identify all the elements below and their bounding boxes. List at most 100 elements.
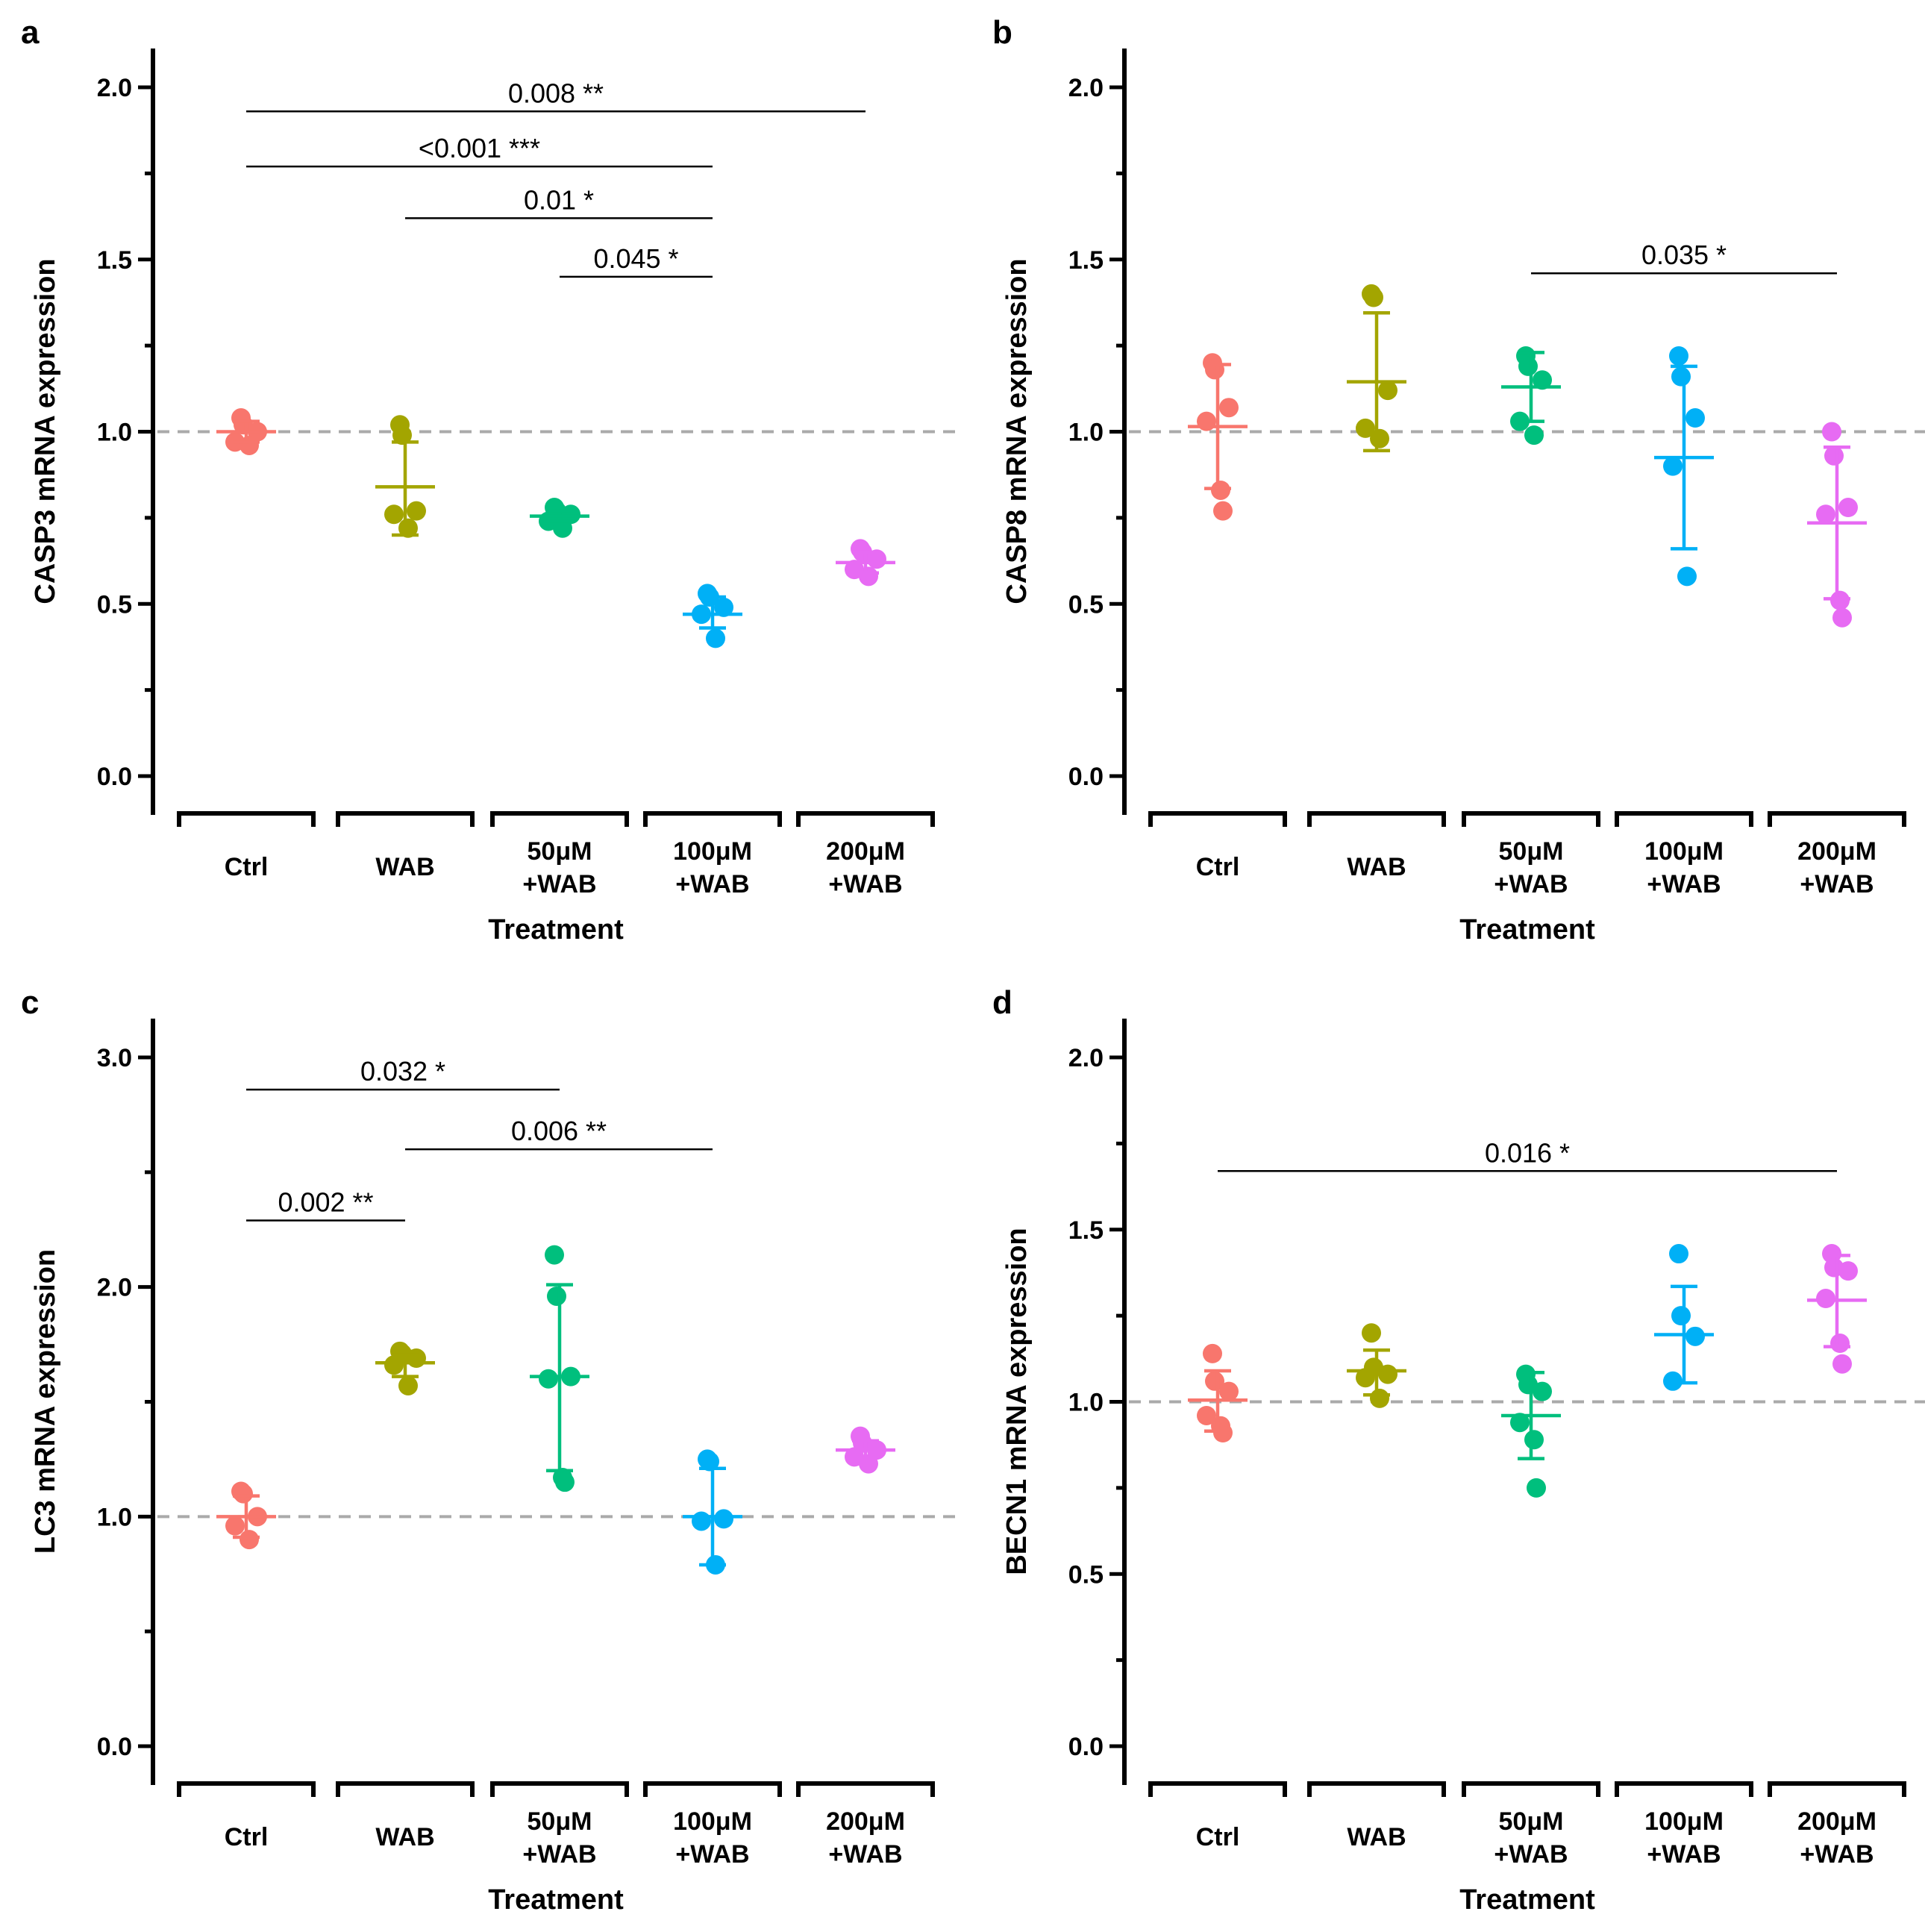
y-tick-label: 0.0 xyxy=(97,1733,132,1761)
x-category-3: 100μM +WAB xyxy=(643,1781,782,1869)
x-category-1: WAB xyxy=(336,1781,475,1851)
data-point xyxy=(1378,1364,1397,1384)
data-point xyxy=(714,597,733,617)
x-tick-label: Ctrl xyxy=(1196,1823,1240,1851)
data-point xyxy=(1364,287,1383,307)
y-tick-label: 1.0 xyxy=(97,419,132,447)
panel-letter: b xyxy=(992,14,1012,51)
x-tick-label: WAB xyxy=(1347,853,1406,881)
x-category-bracket xyxy=(1462,1781,1600,1797)
x-category-0: Ctrl xyxy=(177,811,316,881)
data-point xyxy=(1671,366,1691,387)
data-point xyxy=(384,1355,404,1375)
significance-0: 0.008 ** xyxy=(246,78,866,113)
x-category-bracket xyxy=(1615,1781,1753,1797)
series-3 xyxy=(1654,346,1714,587)
data-point xyxy=(240,1530,259,1550)
data-point xyxy=(1518,356,1538,376)
significance-2: 0.002 ** xyxy=(246,1187,405,1222)
x-category-0: Ctrl xyxy=(1148,811,1287,881)
x-tick-label: WAB xyxy=(375,1823,434,1851)
data-point xyxy=(1205,1371,1224,1391)
x-category-bracket xyxy=(336,811,475,827)
x-tick-label-line2: +WAB xyxy=(1800,870,1874,898)
data-point xyxy=(1510,1413,1530,1433)
x-category-bracket xyxy=(796,1781,935,1797)
x-tick-label-line2: +WAB xyxy=(828,1840,902,1869)
data-point xyxy=(1838,1261,1858,1281)
data-point xyxy=(547,1286,566,1306)
significance-0: 0.032 * xyxy=(246,1056,560,1091)
x-category-bracket xyxy=(490,811,629,827)
y-axis-title: BECN1 mRNA expression xyxy=(1001,1228,1033,1575)
data-point xyxy=(1824,446,1844,466)
series-1 xyxy=(375,415,435,538)
y-tick-label: 0.5 xyxy=(1068,590,1104,619)
data-point xyxy=(1832,1354,1852,1374)
x-tick-label-line2: +WAB xyxy=(522,870,596,898)
x-category-4: 200μM +WAB xyxy=(796,1781,935,1869)
series-0 xyxy=(1188,1343,1248,1443)
series-1 xyxy=(1347,284,1406,453)
y-tick-label: 1.5 xyxy=(97,246,132,275)
x-tick-label: 100μM xyxy=(673,1807,752,1836)
data-point xyxy=(407,501,426,521)
x-category-3: 100μM +WAB xyxy=(643,811,782,898)
x-tick-label-line2: +WAB xyxy=(1647,1840,1721,1869)
significance-label: 0.032 * xyxy=(360,1056,445,1087)
series-2 xyxy=(530,1245,589,1492)
data-point xyxy=(1524,425,1544,446)
y-tick-label: 3.0 xyxy=(97,1044,132,1072)
data-point xyxy=(700,1451,719,1472)
significance-label: 0.002 ** xyxy=(278,1187,373,1217)
data-point xyxy=(1203,1343,1222,1363)
data-point xyxy=(1527,1478,1546,1498)
series-0 xyxy=(216,408,276,455)
series-2 xyxy=(1501,1364,1561,1498)
significance-label: 0.035 * xyxy=(1641,240,1727,270)
data-point xyxy=(240,435,259,455)
data-point xyxy=(1370,428,1389,448)
y-tick-label: 2.0 xyxy=(97,74,132,102)
x-category-bracket xyxy=(1148,1781,1287,1797)
x-tick-label: 50μM xyxy=(1499,1807,1564,1836)
data-point xyxy=(1663,1371,1683,1391)
panel-d: d 0.0 0.5 1.0 1.5 2.0 BECN1 mRNA expression Ctr… xyxy=(992,984,1925,1916)
significance-3: 0.045 * xyxy=(560,243,713,278)
x-category-bracket xyxy=(177,1781,316,1797)
data-point xyxy=(1533,370,1552,390)
x-tick-label: 100μM xyxy=(1644,1807,1724,1836)
series-1 xyxy=(1347,1323,1406,1408)
data-point xyxy=(1213,501,1233,521)
data-point xyxy=(539,1369,558,1389)
x-category-1: WAB xyxy=(1307,1781,1446,1851)
y-tick-label: 1.5 xyxy=(1068,1216,1104,1245)
x-tick-label-line2: +WAB xyxy=(675,870,749,898)
series-4 xyxy=(1807,1244,1867,1374)
significance-0: 0.016 * xyxy=(1218,1137,1837,1172)
significance-1: <0.001 *** xyxy=(246,133,713,168)
data-point xyxy=(714,1509,733,1529)
y-axis-title: LC3 mRNA expression xyxy=(30,1249,61,1554)
y-tick-label: 0.0 xyxy=(97,763,132,791)
y-tick-label: 1.0 xyxy=(97,1503,132,1531)
data-point xyxy=(1211,480,1230,500)
x-tick-label: 100μM xyxy=(673,837,752,866)
series-2 xyxy=(530,498,589,538)
x-category-bracket xyxy=(796,811,935,827)
x-tick-label-line2: +WAB xyxy=(675,1840,749,1869)
x-category-bracket xyxy=(336,1781,475,1797)
data-point xyxy=(1356,1368,1375,1388)
x-tick-label: 50μM xyxy=(528,1807,592,1836)
y-tick-label: 1.0 xyxy=(1068,419,1104,447)
series-0 xyxy=(216,1481,276,1550)
x-tick-label: Ctrl xyxy=(225,1823,269,1851)
panel-letter: a xyxy=(21,14,40,51)
significance-label: 0.01 * xyxy=(524,184,594,215)
y-tick-label: 2.0 xyxy=(1068,1044,1104,1072)
series-3 xyxy=(683,584,742,648)
x-tick-label: WAB xyxy=(375,853,434,881)
data-point xyxy=(1830,1334,1850,1354)
x-category-bracket xyxy=(1462,811,1600,827)
data-point xyxy=(1685,1326,1705,1346)
